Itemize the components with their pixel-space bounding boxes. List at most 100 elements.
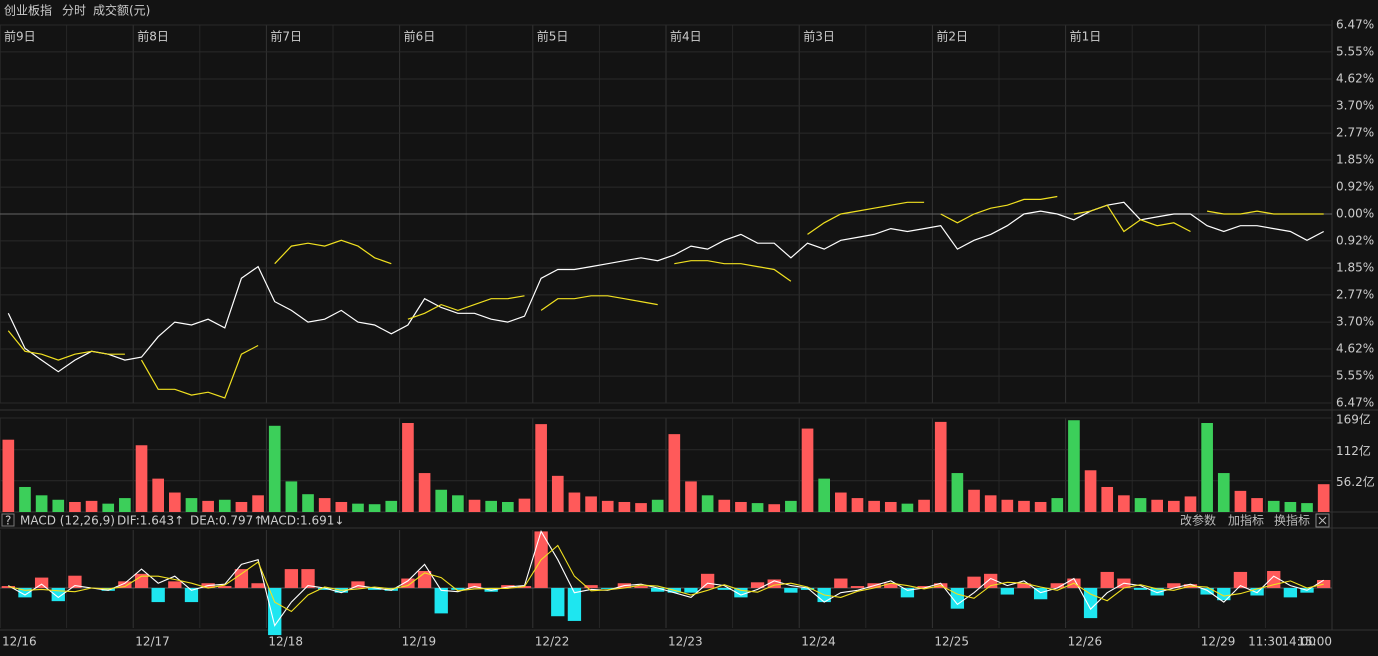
macd-bar xyxy=(967,576,981,588)
macd-bar xyxy=(451,587,465,590)
macd-line xyxy=(8,544,1324,613)
volume-bar xyxy=(1084,470,1097,512)
price-line xyxy=(274,239,392,265)
volume-bar xyxy=(368,504,381,512)
close-icon xyxy=(1318,516,1327,525)
volume-bar xyxy=(668,434,681,512)
volume-bar xyxy=(1101,486,1114,512)
macd-bar xyxy=(717,587,731,590)
x-tick-label: 12/19 xyxy=(402,635,437,649)
x-tick-label: 12/17 xyxy=(135,635,170,649)
macd-bar xyxy=(1200,587,1214,595)
macd-bar xyxy=(284,569,299,588)
macd-bar xyxy=(584,585,598,588)
volume-bar xyxy=(1184,496,1197,512)
macd-bar xyxy=(1283,587,1298,598)
dif-label: DIF:1.643↑ xyxy=(117,514,184,528)
macd-bar xyxy=(1083,587,1098,619)
volume-bar xyxy=(19,486,31,512)
volume-bar xyxy=(701,495,714,512)
y-tick-label: 112亿 xyxy=(1336,443,1371,458)
macd-bar xyxy=(1250,587,1264,596)
day-label: 前9日 xyxy=(4,29,36,44)
volume-bar xyxy=(618,501,631,512)
macd-bar xyxy=(884,583,898,588)
button[interactable]: 改参数 xyxy=(1180,513,1216,528)
macd-bar xyxy=(800,587,815,590)
volume-bar xyxy=(1167,500,1180,512)
day-label: 前3日 xyxy=(803,29,835,44)
volume-bar xyxy=(535,424,547,512)
macd-bar xyxy=(567,587,582,621)
macd-bar xyxy=(1217,587,1231,601)
volume-bar xyxy=(69,501,81,512)
day-label: 前1日 xyxy=(1070,29,1102,44)
volume-bar xyxy=(2,439,15,512)
x-tick-label: 12/29 xyxy=(1201,635,1236,649)
macd-title: MACD (12,26,9) xyxy=(20,514,115,528)
day-label: 前7日 xyxy=(270,29,302,44)
volume-bar xyxy=(1068,420,1080,512)
volume-bar xyxy=(585,496,597,512)
mode-label[interactable]: 分时 xyxy=(62,4,86,18)
macd-bar xyxy=(251,583,265,588)
help-box[interactable] xyxy=(1,513,15,527)
volume-bar xyxy=(918,499,930,512)
button[interactable]: 换指标 xyxy=(1274,513,1310,528)
volume-bar xyxy=(685,481,697,512)
volume-bar xyxy=(285,481,298,512)
volume-bar xyxy=(951,473,964,512)
price-line xyxy=(7,330,125,361)
volume-bar xyxy=(1317,484,1330,512)
y-tick-label: 6.47% xyxy=(1336,396,1374,410)
volume-bar xyxy=(352,503,364,512)
price-line xyxy=(807,201,925,235)
volume-bar xyxy=(318,498,331,512)
price-line xyxy=(1073,204,1191,233)
volume-bar xyxy=(551,475,564,512)
macd-bar xyxy=(134,573,149,588)
volume-bar xyxy=(102,503,115,512)
macd-bar xyxy=(151,587,165,603)
x-tick-label: 15:00 xyxy=(1297,635,1332,649)
volume-bar xyxy=(418,473,431,512)
volume-bar xyxy=(984,495,997,512)
macd-bar xyxy=(1317,579,1331,588)
volume-bar xyxy=(751,503,764,512)
macd-bar xyxy=(1100,571,1114,588)
volume-bar xyxy=(1118,495,1130,512)
macd-bar xyxy=(68,575,82,588)
x-tick-label: 11:30 xyxy=(1248,635,1283,649)
volume-bar xyxy=(52,499,65,512)
y-tick-label: 0.92% xyxy=(1336,233,1374,247)
macd-bar xyxy=(900,587,915,598)
volume-bar xyxy=(884,501,897,512)
indicator-label[interactable]: 成交额(元) xyxy=(93,3,150,18)
macd-bar xyxy=(601,587,615,589)
volume-bar xyxy=(834,492,847,512)
macd-bar xyxy=(651,587,665,592)
button[interactable]: 加指标 xyxy=(1228,513,1264,528)
price-line xyxy=(674,260,792,282)
macd-bar xyxy=(118,581,132,588)
y-tick-label: 1.85% xyxy=(1336,261,1374,275)
y-tick-label: 4.62% xyxy=(1336,72,1374,86)
price-line xyxy=(407,295,525,320)
dea-label: DEA:0.797↑ xyxy=(190,514,263,528)
macd-bar xyxy=(767,579,781,588)
volume-bar xyxy=(119,498,131,512)
volume-bar xyxy=(1201,423,1213,512)
volume-bar xyxy=(252,495,264,512)
macd-bar xyxy=(784,587,798,593)
volume-bar xyxy=(1134,498,1147,512)
x-tick-label: 12/25 xyxy=(934,635,969,649)
macd-bar xyxy=(351,581,365,588)
volume-bar xyxy=(302,494,314,512)
macd-bar xyxy=(1233,571,1248,588)
macd-bar xyxy=(1133,587,1148,590)
macd-bar xyxy=(318,587,332,590)
day-label: 前8日 xyxy=(137,29,169,44)
close-box[interactable] xyxy=(1315,513,1330,528)
macd-bar xyxy=(218,586,232,588)
